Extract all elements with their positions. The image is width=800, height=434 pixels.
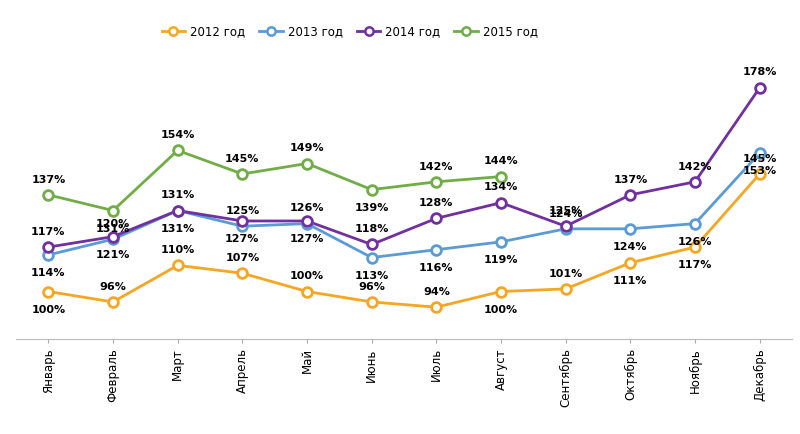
Text: 126%: 126%	[290, 203, 324, 214]
Text: 121%: 121%	[96, 250, 130, 260]
Text: 125%: 125%	[549, 206, 582, 216]
Text: 107%: 107%	[226, 253, 259, 263]
Text: 178%: 178%	[742, 67, 777, 78]
Text: 126%: 126%	[678, 237, 712, 247]
Text: 142%: 142%	[678, 161, 712, 171]
Legend: 2012 год, 2013 год, 2014 год, 2015 год: 2012 год, 2013 год, 2014 год, 2015 год	[157, 20, 542, 43]
Text: 96%: 96%	[358, 282, 385, 292]
Text: 154%: 154%	[161, 130, 195, 140]
Text: 128%: 128%	[419, 198, 454, 208]
Text: 137%: 137%	[31, 174, 66, 184]
Text: 113%: 113%	[354, 271, 389, 281]
Text: 124%: 124%	[613, 242, 647, 252]
Text: 127%: 127%	[225, 234, 259, 244]
Text: 100%: 100%	[290, 271, 324, 281]
Text: 100%: 100%	[484, 305, 518, 315]
Text: 153%: 153%	[742, 166, 777, 176]
Text: 114%: 114%	[31, 268, 66, 278]
Text: 124%: 124%	[549, 208, 583, 219]
Text: 137%: 137%	[614, 174, 647, 184]
Text: 120%: 120%	[96, 219, 130, 229]
Text: 144%: 144%	[484, 156, 518, 166]
Text: 117%: 117%	[31, 227, 66, 237]
Text: 96%: 96%	[99, 282, 126, 292]
Text: 145%: 145%	[225, 154, 259, 164]
Text: 145%: 145%	[742, 154, 777, 164]
Text: 119%: 119%	[484, 255, 518, 265]
Text: 131%: 131%	[161, 190, 194, 200]
Text: 127%: 127%	[290, 234, 324, 244]
Text: 125%: 125%	[226, 206, 259, 216]
Text: 110%: 110%	[161, 245, 194, 255]
Text: 117%: 117%	[678, 260, 712, 270]
Text: 149%: 149%	[290, 143, 324, 153]
Text: 116%: 116%	[419, 263, 454, 273]
Text: 134%: 134%	[484, 182, 518, 192]
Text: 131%: 131%	[161, 224, 194, 233]
Text: 131%: 131%	[96, 224, 130, 233]
Text: 101%: 101%	[549, 269, 582, 279]
Text: 100%: 100%	[31, 305, 66, 315]
Text: 139%: 139%	[354, 203, 389, 213]
Text: 142%: 142%	[419, 161, 454, 171]
Text: 111%: 111%	[613, 276, 647, 286]
Text: 118%: 118%	[354, 224, 389, 234]
Text: 94%: 94%	[423, 287, 450, 297]
